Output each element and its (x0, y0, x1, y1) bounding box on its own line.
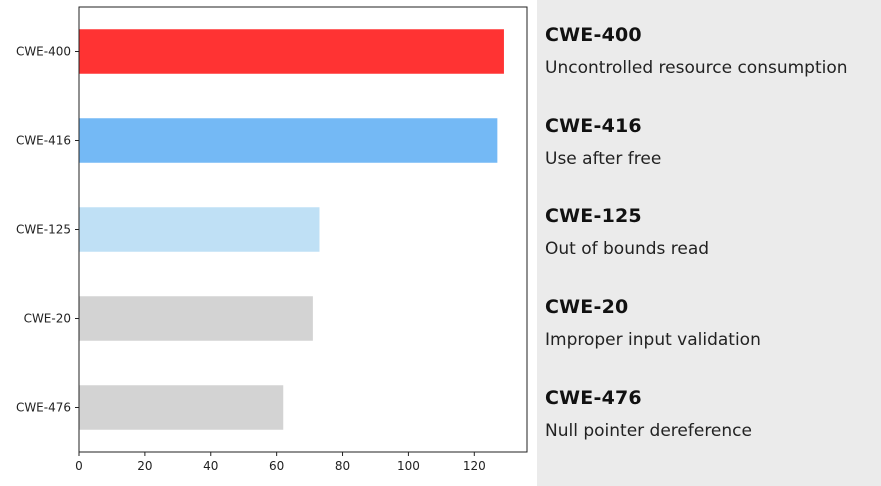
legend-code: CWE-20 (545, 296, 629, 318)
legend-description: Uncontrolled resource consumption (545, 58, 848, 78)
bar-cwe-125 (79, 207, 320, 252)
x-tick-label: 100 (397, 459, 420, 473)
legend-code: CWE-125 (545, 205, 642, 227)
y-tick-label: CWE-400 (16, 45, 71, 59)
legend-description: Use after free (545, 149, 662, 169)
legend-code: CWE-476 (545, 387, 642, 409)
legend-panel: CWE-400 Uncontrolled resource consumptio… (537, 0, 881, 486)
x-tick-label: 20 (137, 459, 152, 473)
legend-entry-cwe-400: CWE-400 Uncontrolled resource consumptio… (545, 24, 848, 78)
bar-cwe-20 (79, 296, 313, 341)
x-tick-label: 0 (75, 459, 83, 473)
legend-description: Out of bounds read (545, 239, 710, 259)
plot-frame (78, 6, 528, 453)
bar-chart: CWE-400 CWE-416 CWE-125 CWE-20 CWE-476 0 20 40 6… (16, 6, 528, 473)
legend-entry-cwe-125: CWE-125 Out of bounds read (545, 205, 709, 259)
x-tick-label: 60 (269, 459, 284, 473)
legend-entry-cwe-476: CWE-476 Null pointer dereference (545, 387, 752, 441)
y-tick-label: CWE-125 (16, 223, 71, 237)
x-tick-label: 80 (335, 459, 350, 473)
legend-entry-cwe-20: CWE-20 Improper input validation (545, 296, 761, 350)
x-tick-label: 40 (203, 459, 218, 473)
legend-code: CWE-400 (545, 24, 642, 46)
bar-cwe-416 (79, 118, 498, 163)
legend-entry-cwe-416: CWE-416 Use after free (545, 115, 661, 169)
y-tick-label: CWE-20 (24, 312, 71, 326)
legend-code: CWE-416 (545, 115, 642, 137)
legend-description: Improper input validation (545, 330, 761, 350)
chart-svg: CWE-400 CWE-416 CWE-125 CWE-20 CWE-476 0 20 40 6… (16, 6, 528, 473)
bar-cwe-400 (79, 29, 504, 74)
y-tick-label: CWE-416 (16, 134, 71, 148)
bar-cwe-476 (79, 385, 284, 430)
legend-description: Null pointer dereference (545, 421, 752, 441)
x-tick-label: 120 (463, 459, 486, 473)
y-tick-label: CWE-476 (16, 401, 71, 415)
